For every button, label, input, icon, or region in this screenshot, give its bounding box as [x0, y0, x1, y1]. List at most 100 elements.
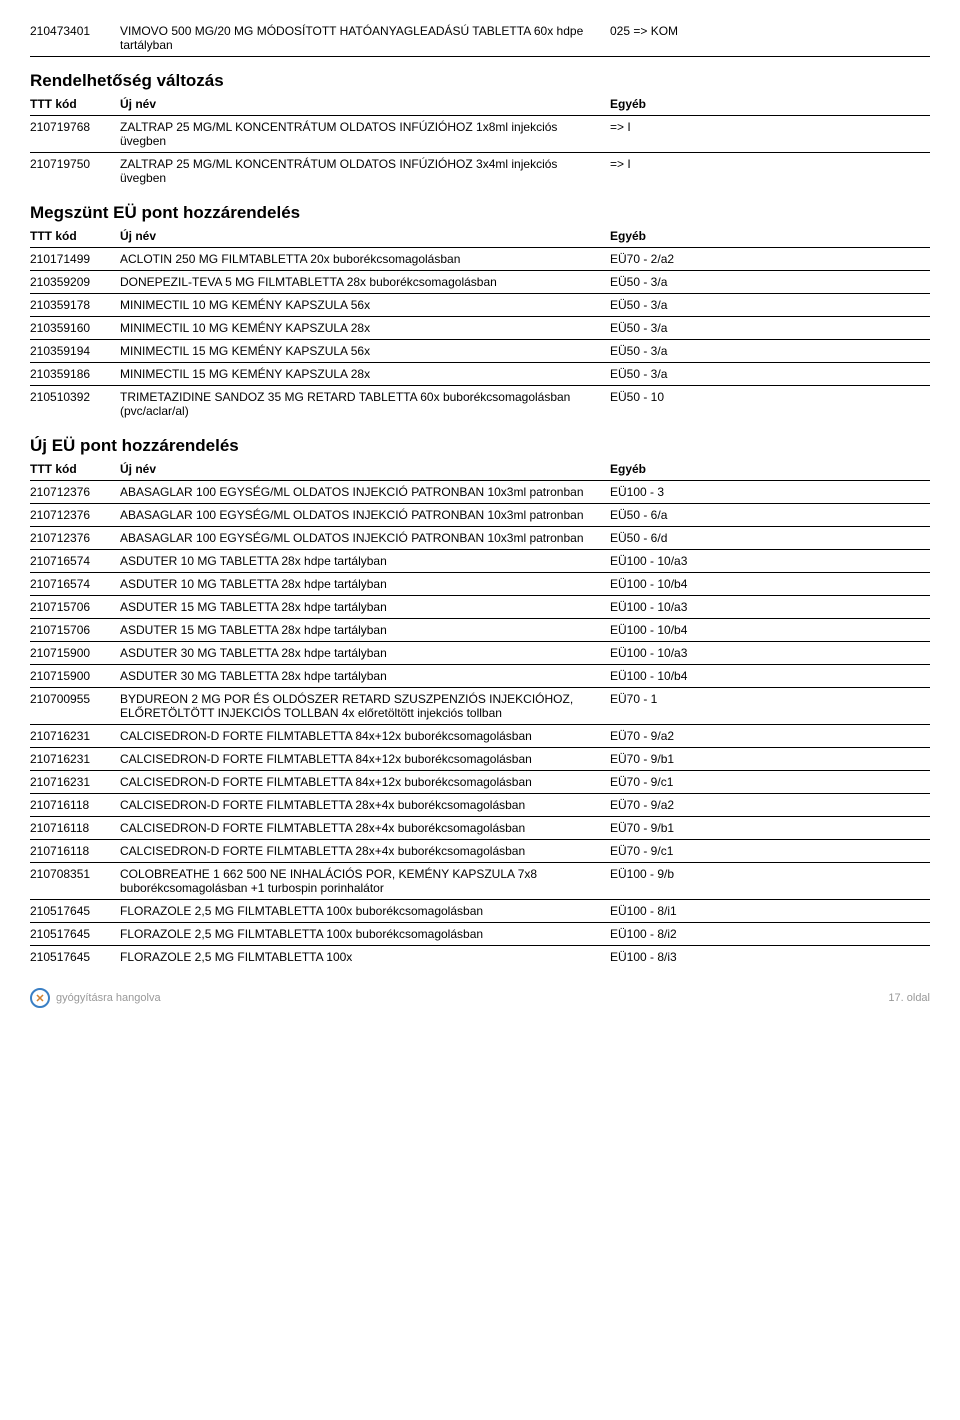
table-row: 210359209DONEPEZIL-TEVA 5 MG FILMTABLETT… [30, 271, 930, 294]
table-row: 210715706ASDUTER 15 MG TABLETTA 28x hdpe… [30, 619, 930, 642]
table-row: 210510392TRIMETAZIDINE SANDOZ 35 MG RETA… [30, 386, 930, 422]
table-row: 210716574ASDUTER 10 MG TABLETTA 28x hdpe… [30, 550, 930, 573]
cell-other: EÜ70 - 9/b1 [610, 752, 930, 766]
cell-name: CALCISEDRON-D FORTE FILMTABLETTA 28x+4x … [120, 844, 610, 858]
footer-page-number: 17. oldal [888, 992, 930, 1004]
cell-code: 210359186 [30, 367, 120, 381]
cell-other: EÜ100 - 10/a3 [610, 554, 930, 568]
cell-name: ABASAGLAR 100 EGYSÉG/ML OLDATOS INJEKCIÓ… [120, 485, 610, 499]
cell-name: CALCISEDRON-D FORTE FILMTABLETTA 84x+12x… [120, 752, 610, 766]
cell-other: EÜ70 - 9/c1 [610, 775, 930, 789]
header-code: TTT kód [30, 97, 120, 111]
cell-other: EÜ50 - 3/a [610, 367, 930, 381]
table-row: 210708351COLOBREATHE 1 662 500 NE INHALÁ… [30, 863, 930, 900]
table-row: 210716118CALCISEDRON-D FORTE FILMTABLETT… [30, 817, 930, 840]
header-code: TTT kód [30, 229, 120, 243]
cell-other: EÜ70 - 9/c1 [610, 844, 930, 858]
cell-code: 210716574 [30, 554, 120, 568]
cell-code: 210716118 [30, 844, 120, 858]
table-header: TTT kódÚj névEgyéb [30, 93, 930, 116]
table-row: 210712376ABASAGLAR 100 EGYSÉG/ML OLDATOS… [30, 504, 930, 527]
cell-code: 210712376 [30, 508, 120, 522]
table-row: 210719768ZALTRAP 25 MG/ML KONCENTRÁTUM O… [30, 116, 930, 153]
cell-name: ZALTRAP 25 MG/ML KONCENTRÁTUM OLDATOS IN… [120, 120, 610, 148]
cell-name: BYDUREON 2 MG POR ÉS OLDÓSZER RETARD SZU… [120, 692, 610, 720]
cell-code: 210700955 [30, 692, 120, 706]
cell-other: EÜ100 - 8/i2 [610, 927, 930, 941]
header-other: Egyéb [610, 97, 930, 111]
table-row: 210359178MINIMECTIL 10 MG KEMÉNY KAPSZUL… [30, 294, 930, 317]
cell-code: 210716231 [30, 775, 120, 789]
cell-other: EÜ70 - 2/a2 [610, 252, 930, 266]
cell-other: EÜ50 - 3/a [610, 275, 930, 289]
cell-name: CALCISEDRON-D FORTE FILMTABLETTA 28x+4x … [120, 821, 610, 835]
table-row: 210517645FLORAZOLE 2,5 MG FILMTABLETTA 1… [30, 923, 930, 946]
cell-other: EÜ70 - 1 [610, 692, 930, 706]
cell-name: TRIMETAZIDINE SANDOZ 35 MG RETARD TABLET… [120, 390, 610, 418]
table-row: 210719750ZALTRAP 25 MG/ML KONCENTRÁTUM O… [30, 153, 930, 189]
cell-code: 210517645 [30, 950, 120, 964]
cell-other: EÜ50 - 3/a [610, 321, 930, 335]
cell-other: EÜ50 - 6/d [610, 531, 930, 545]
table-row: 210716118CALCISEDRON-D FORTE FILMTABLETT… [30, 794, 930, 817]
table-row: 210473401VIMOVO 500 MG/20 MG MÓDOSÍTOTT … [30, 20, 930, 57]
cell-other: EÜ100 - 10/b4 [610, 577, 930, 591]
table-row: 210517645FLORAZOLE 2,5 MG FILMTABLETTA 1… [30, 900, 930, 923]
cell-name: CALCISEDRON-D FORTE FILMTABLETTA 84x+12x… [120, 775, 610, 789]
cell-code: 210171499 [30, 252, 120, 266]
cell-name: ASDUTER 10 MG TABLETTA 28x hdpe tartályb… [120, 577, 610, 591]
table-row: 210715900ASDUTER 30 MG TABLETTA 28x hdpe… [30, 665, 930, 688]
cell-name: ASDUTER 30 MG TABLETTA 28x hdpe tartályb… [120, 669, 610, 683]
cell-name: ASDUTER 15 MG TABLETTA 28x hdpe tartályb… [120, 623, 610, 637]
cell-name: CALCISEDRON-D FORTE FILMTABLETTA 28x+4x … [120, 798, 610, 812]
cell-other: EÜ100 - 8/i3 [610, 950, 930, 964]
cell-name: MINIMECTIL 15 MG KEMÉNY KAPSZULA 28x [120, 367, 610, 381]
cell-code: 210712376 [30, 485, 120, 499]
cell-name: CALCISEDRON-D FORTE FILMTABLETTA 84x+12x… [120, 729, 610, 743]
cell-code: 210473401 [30, 24, 120, 38]
cell-name: MINIMECTIL 10 MG KEMÉNY KAPSZULA 56x [120, 298, 610, 312]
cell-other: EÜ70 - 9/a2 [610, 729, 930, 743]
cell-other: EÜ100 - 3 [610, 485, 930, 499]
cell-other: EÜ100 - 9/b [610, 867, 930, 881]
table-row: 210359160MINIMECTIL 10 MG KEMÉNY KAPSZUL… [30, 317, 930, 340]
cell-code: 210716574 [30, 577, 120, 591]
cell-code: 210715706 [30, 623, 120, 637]
table-row: 210359186MINIMECTIL 15 MG KEMÉNY KAPSZUL… [30, 363, 930, 386]
header-name: Új név [120, 462, 610, 476]
table-header: TTT kódÚj névEgyéb [30, 225, 930, 248]
cell-name: ABASAGLAR 100 EGYSÉG/ML OLDATOS INJEKCIÓ… [120, 531, 610, 545]
cell-code: 210359160 [30, 321, 120, 335]
cell-code: 210716231 [30, 752, 120, 766]
cell-name: FLORAZOLE 2,5 MG FILMTABLETTA 100x [120, 950, 610, 964]
cell-name: VIMOVO 500 MG/20 MG MÓDOSÍTOTT HATÓANYAG… [120, 24, 610, 52]
section-title: Megszünt EÜ pont hozzárendelés [30, 203, 930, 223]
cell-other: EÜ50 - 6/a [610, 508, 930, 522]
table-row: 210517645FLORAZOLE 2,5 MG FILMTABLETTA 1… [30, 946, 930, 968]
cell-name: ZALTRAP 25 MG/ML KONCENTRÁTUM OLDATOS IN… [120, 157, 610, 185]
cell-name: ASDUTER 10 MG TABLETTA 28x hdpe tartályb… [120, 554, 610, 568]
cell-code: 210708351 [30, 867, 120, 881]
table-row: 210359194MINIMECTIL 15 MG KEMÉNY KAPSZUL… [30, 340, 930, 363]
cell-other: EÜ70 - 9/a2 [610, 798, 930, 812]
table-row: 210716231CALCISEDRON-D FORTE FILMTABLETT… [30, 771, 930, 794]
header-name: Új név [120, 229, 610, 243]
header-other: Egyéb [610, 462, 930, 476]
cell-code: 210716118 [30, 798, 120, 812]
cell-code: 210359178 [30, 298, 120, 312]
cell-code: 210715900 [30, 646, 120, 660]
cell-name: MINIMECTIL 15 MG KEMÉNY KAPSZULA 56x [120, 344, 610, 358]
cell-name: DONEPEZIL-TEVA 5 MG FILMTABLETTA 28x bub… [120, 275, 610, 289]
footer-logo-icon: ✕ [30, 988, 50, 1008]
header-name: Új név [120, 97, 610, 111]
table-row: 210700955BYDUREON 2 MG POR ÉS OLDÓSZER R… [30, 688, 930, 725]
cell-other: 025 => KOM [610, 24, 930, 38]
cell-code: 210715900 [30, 669, 120, 683]
cell-name: COLOBREATHE 1 662 500 NE INHALÁCIÓS POR,… [120, 867, 610, 895]
cell-code: 210716118 [30, 821, 120, 835]
cell-code: 210510392 [30, 390, 120, 404]
cell-other: EÜ50 - 10 [610, 390, 930, 404]
cell-name: ABASAGLAR 100 EGYSÉG/ML OLDATOS INJEKCIÓ… [120, 508, 610, 522]
section-title: Rendelhetőség változás [30, 71, 930, 91]
cell-other: EÜ70 - 9/b1 [610, 821, 930, 835]
